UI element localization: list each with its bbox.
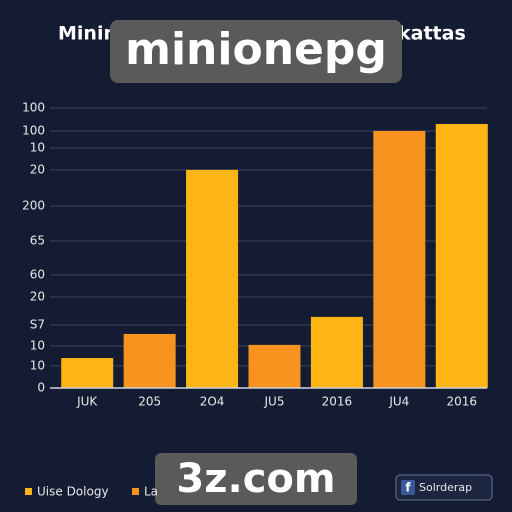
legend-swatch [132, 488, 139, 495]
bar [373, 130, 426, 388]
y-tick-label: 200 [22, 199, 45, 213]
y-tick-label: 20 [30, 290, 45, 304]
y-tick-label: S7 [30, 318, 45, 332]
bar [435, 123, 488, 389]
x-tick-label: 2016 [447, 395, 478, 409]
button-icon-box [401, 480, 415, 495]
watermark: minionepg [125, 24, 387, 75]
button-label: Solrderap [419, 481, 472, 494]
legend: Uise Dology La [25, 485, 158, 499]
bar [186, 169, 239, 388]
button[interactable] [395, 474, 493, 501]
bar [123, 333, 176, 388]
bar [310, 316, 363, 388]
x-tick-label: 2016 [322, 395, 353, 409]
chart-title: Minin [58, 23, 117, 45]
legend-label: La [144, 485, 158, 499]
x-tick-label: JUK [76, 395, 98, 409]
y-tick-label: 65 [30, 234, 45, 248]
y-tick-label: 60 [30, 267, 45, 281]
bar [61, 358, 114, 388]
x-tick-label: 2O4 [200, 395, 225, 409]
x-tick-label: JU5 [264, 395, 285, 409]
y-tick-label: 0 [37, 381, 45, 395]
watermark-box [110, 20, 402, 83]
button-icon: f [405, 481, 411, 495]
y-tick-label: 10 [30, 358, 45, 372]
x-tick-label: 205 [138, 395, 161, 409]
plot: 0 10 10 S7 20 60 65 200 20 10 100 100 JUK 205 2O4 JU5 20… [22, 101, 488, 409]
y-tick-label: 10 [30, 339, 45, 353]
y-tick-label: 20 [30, 162, 45, 176]
y-tick-label: 100 [22, 123, 45, 137]
watermark: 3z.com [176, 456, 335, 502]
watermark-box [155, 453, 357, 505]
y-tick-label: 10 [30, 141, 45, 155]
y-tick-label: 100 [22, 101, 45, 115]
legend-swatch [25, 488, 32, 495]
chart-title: kattas [398, 23, 466, 45]
bar [248, 344, 301, 388]
x-tick-label: JU4 [388, 395, 409, 409]
legend-label: Uise Dology [37, 485, 109, 499]
